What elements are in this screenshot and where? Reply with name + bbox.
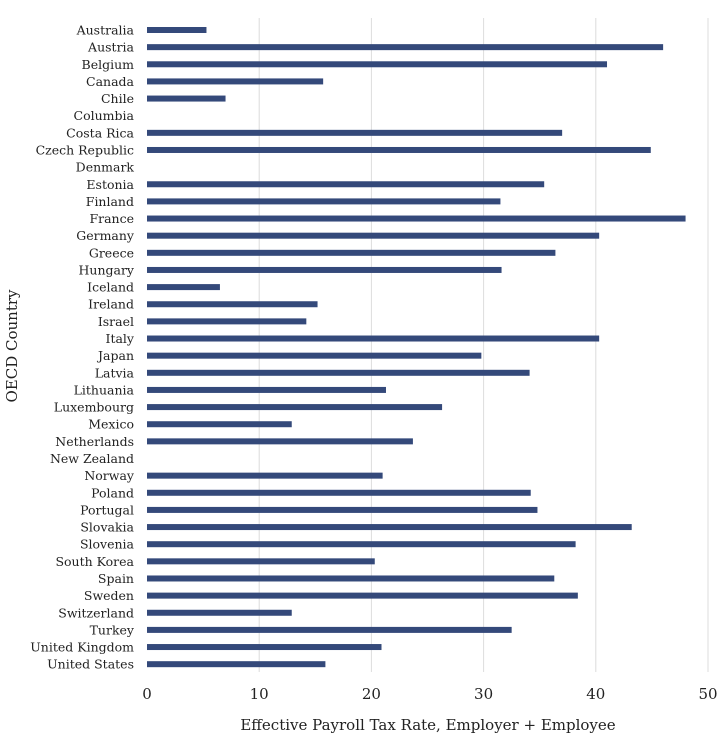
- category-label: Chile: [101, 91, 134, 106]
- x-tick-label: 0: [142, 685, 152, 703]
- bar: [147, 95, 226, 102]
- category-label: United States: [47, 657, 134, 672]
- category-label: United Kingdom: [30, 640, 134, 655]
- bar: [147, 249, 556, 256]
- x-axis-title: Effective Payroll Tax Rate, Employer + E…: [240, 716, 615, 734]
- x-tick-label: 10: [250, 685, 269, 703]
- bar: [147, 626, 512, 633]
- category-label: Slovenia: [80, 537, 135, 552]
- bar: [147, 541, 576, 548]
- category-label: Estonia: [86, 177, 134, 192]
- bar: [147, 524, 632, 531]
- y-axis-title: OECD Country: [3, 289, 21, 403]
- bar: [147, 489, 531, 496]
- category-label: Czech Republic: [36, 142, 134, 157]
- category-label: France: [89, 211, 134, 226]
- category-label: Netherlands: [55, 434, 134, 449]
- category-label: Finland: [86, 194, 134, 209]
- category-label: Spain: [98, 571, 134, 586]
- category-label: Norway: [84, 468, 135, 483]
- category-label: Italy: [106, 331, 135, 346]
- bar: [147, 129, 563, 136]
- category-label: Canada: [86, 74, 135, 89]
- bar: [147, 78, 324, 85]
- category-label: Switzerland: [58, 605, 134, 620]
- category-label: Ireland: [88, 297, 134, 312]
- x-tick-labels: 0 10 20 30 40 50: [142, 685, 717, 703]
- bar: [147, 404, 443, 411]
- x-tick-label: 40: [586, 685, 605, 703]
- category-label: New Zealand: [50, 451, 134, 466]
- x-tick-label: 20: [362, 685, 381, 703]
- bar: [147, 386, 386, 393]
- category-label: Costa Rica: [66, 125, 134, 140]
- x-tick-label: 50: [698, 685, 717, 703]
- bar: [147, 301, 318, 308]
- bar: [147, 61, 608, 68]
- bar: [147, 438, 413, 445]
- bar: [147, 609, 292, 616]
- bar: [147, 592, 578, 599]
- category-label: Japan: [96, 348, 134, 363]
- bar: [147, 266, 502, 273]
- category-label: Columbia: [74, 108, 135, 123]
- bar: [147, 352, 482, 359]
- category-label: Lithuania: [74, 382, 135, 397]
- category-label: Belgium: [82, 57, 135, 72]
- category-label: Portugal: [80, 502, 134, 517]
- bar: [147, 198, 501, 205]
- category-label: Austria: [87, 40, 134, 55]
- bar: [147, 44, 664, 51]
- bar: [147, 284, 220, 291]
- category-label: Germany: [76, 228, 135, 243]
- bar: [147, 421, 292, 428]
- category-label: Poland: [91, 485, 134, 500]
- bar: [147, 335, 600, 342]
- category-label: Australia: [76, 23, 135, 38]
- category-label: Mexico: [88, 417, 134, 432]
- bar: [147, 644, 382, 651]
- bar: [147, 661, 326, 668]
- category-label: Greece: [89, 245, 134, 260]
- category-label: Iceland: [87, 280, 134, 295]
- bar: [147, 506, 538, 513]
- gridlines: [258, 18, 709, 672]
- category-label: Denmark: [76, 160, 135, 175]
- bar: [147, 369, 530, 376]
- bar: [147, 472, 383, 479]
- category-label: Slovakia: [80, 520, 134, 535]
- bar: [147, 318, 307, 325]
- category-label: Latvia: [95, 365, 135, 380]
- bar: [147, 232, 600, 239]
- category-label: South Korea: [55, 554, 134, 569]
- bars: [147, 27, 686, 668]
- bar: [147, 146, 651, 153]
- bar: [147, 558, 375, 565]
- category-label: Hungary: [79, 262, 135, 277]
- category-label: Israel: [98, 314, 134, 329]
- category-label: Sweden: [84, 588, 134, 603]
- category-label: Turkey: [90, 622, 135, 637]
- bar: [147, 215, 686, 222]
- bar: [147, 575, 555, 582]
- x-tick-label: 30: [474, 685, 493, 703]
- category-label: Luxembourg: [54, 400, 134, 415]
- bar: [147, 27, 207, 33]
- category-labels: Australia Austria Belgium Canada Chile Columb…: [30, 23, 135, 672]
- bar: [147, 181, 545, 188]
